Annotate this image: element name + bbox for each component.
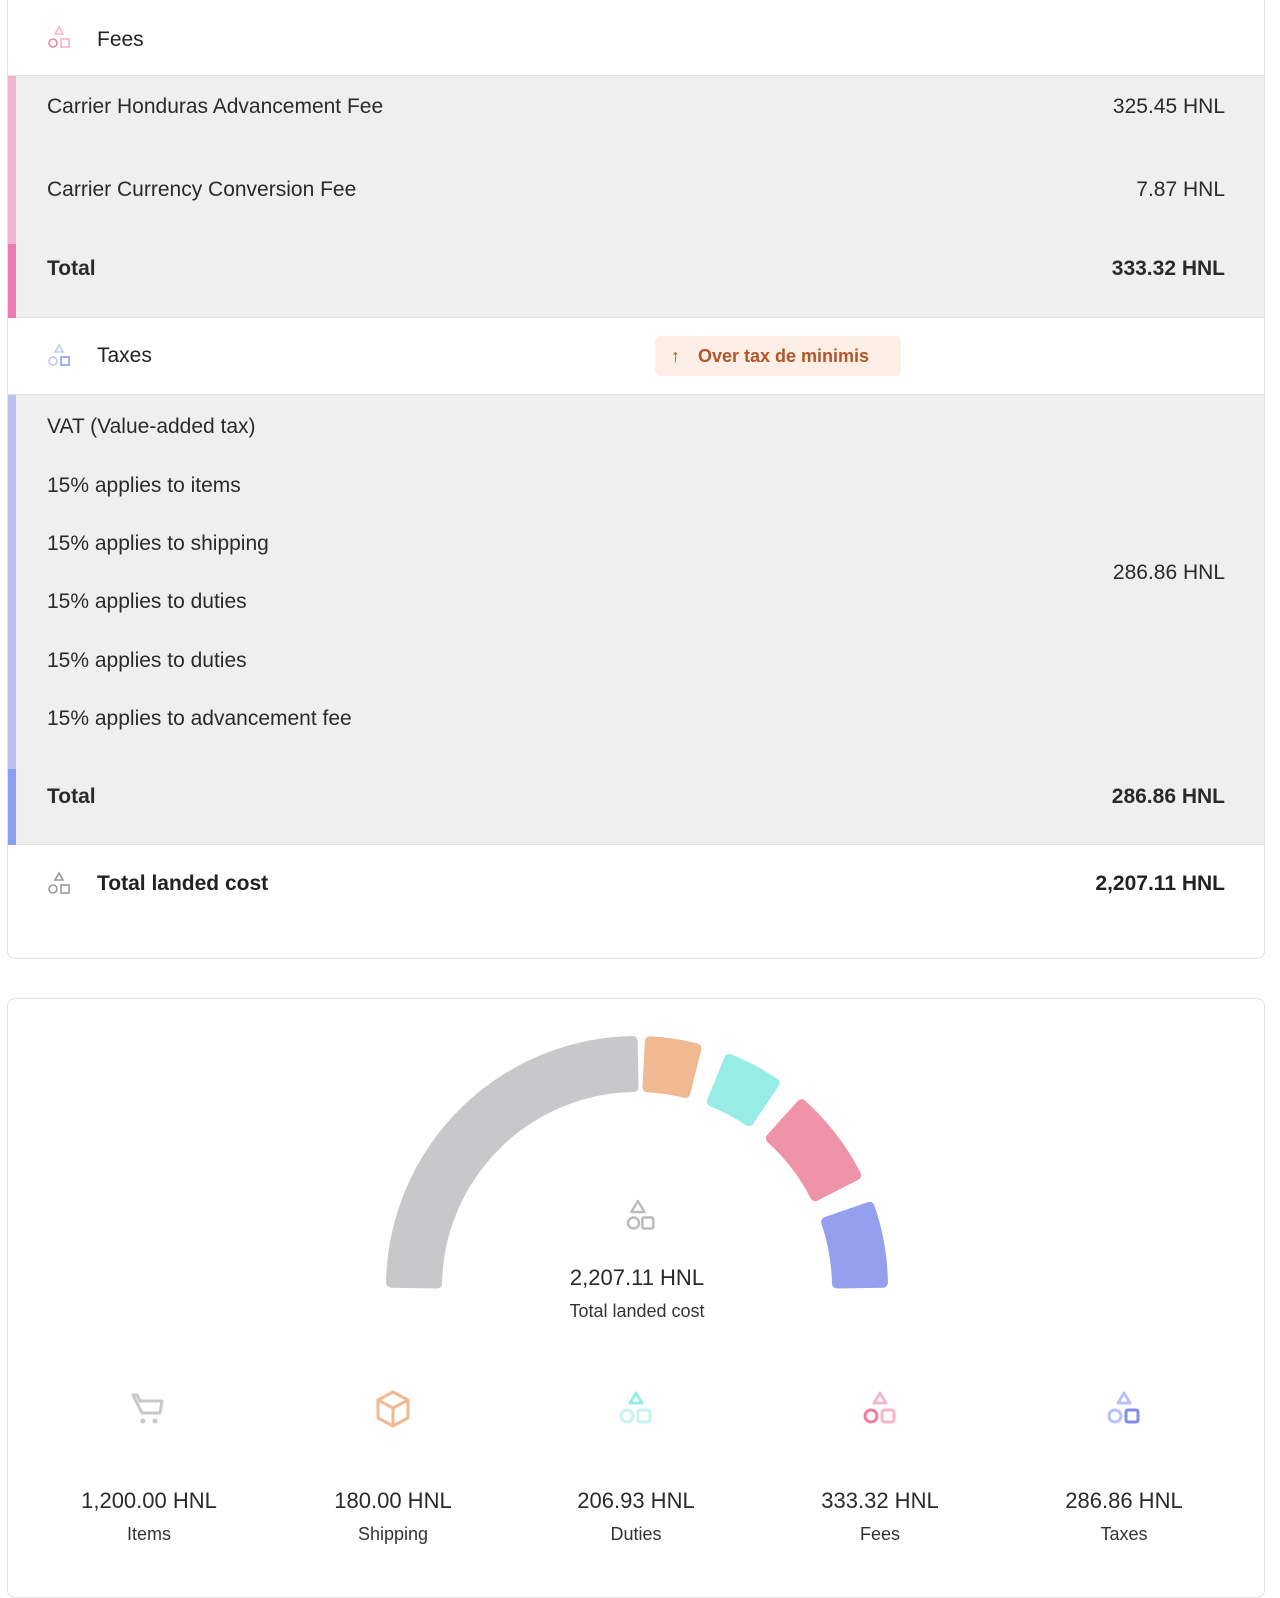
taxes-total-label: Total bbox=[47, 785, 96, 808]
de-minimis-badge: ↑ Over tax de minimis bbox=[655, 336, 901, 376]
stat-taxes: 286.86 HNL Taxes bbox=[1024, 1389, 1224, 1545]
fees-label: Fees bbox=[97, 28, 144, 51]
fees-total-row: Total 333.32 HNL bbox=[47, 257, 1225, 281]
stat-label: Duties bbox=[610, 1524, 662, 1544]
summary-card: 2,207.11 HNL Total landed cost 1,200.00 … bbox=[7, 998, 1265, 1598]
fees-total-bar bbox=[8, 244, 16, 318]
vat-line: 15% applies to duties bbox=[47, 590, 247, 613]
taxes-block: VAT (Value-added tax) 15% applies to ite… bbox=[8, 395, 1264, 845]
badge-text: Over tax de minimis bbox=[698, 345, 870, 366]
vat-amount: 286.86 HNL bbox=[1112, 561, 1225, 584]
vat-title: VAT (Value-added tax) bbox=[47, 415, 256, 438]
landed-cost-label: Total landed cost bbox=[97, 871, 269, 895]
stat-shipping: 180.00 HNL Shipping bbox=[293, 1389, 493, 1545]
stat-amount: 206.93 HNL bbox=[577, 1488, 695, 1513]
fees-block: Carrier Honduras Advancement Fee 325.45 H… bbox=[8, 76, 1264, 318]
fees-total: 333.32 HNL bbox=[1111, 257, 1225, 280]
gauge-total: 2,207.11 HNL bbox=[569, 1265, 705, 1290]
fees-header: Fees bbox=[8, 0, 1264, 76]
fee-name: Carrier Currency Conversion Fee bbox=[47, 178, 357, 201]
cost-breakdown-card: Fees Carrier Honduras Advancement Fee 325… bbox=[7, 0, 1265, 959]
landed-cost-amount: 2,207.11 HNL bbox=[1095, 871, 1225, 895]
fee-amount: 7.87 HNL bbox=[1136, 178, 1225, 201]
vat-line: 15% applies to duties bbox=[47, 649, 247, 672]
box-icon bbox=[376, 1390, 410, 1428]
stat-label: Items bbox=[126, 1524, 171, 1544]
vat-amount-row: 286.86 HNL bbox=[47, 561, 1225, 585]
stat-items: 1,200.00 HNL Items bbox=[49, 1389, 249, 1545]
stat-amount: 333.32 HNL bbox=[821, 1488, 939, 1513]
taxes-label: Taxes bbox=[97, 344, 152, 367]
gauge-segment-taxes bbox=[821, 1201, 888, 1289]
gauge-segment-duties bbox=[706, 1053, 780, 1127]
taxes-total-bar bbox=[8, 769, 16, 845]
stat-label: Shipping bbox=[357, 1524, 429, 1544]
fees-shapes-icon bbox=[48, 24, 70, 48]
gauge-segment-fees bbox=[765, 1099, 862, 1202]
stat-amount: 180.00 HNL bbox=[334, 1488, 452, 1513]
landed-cost-gauge bbox=[386, 1036, 888, 1289]
duties-shapes-icon bbox=[619, 1391, 652, 1424]
shapes-icon bbox=[48, 870, 70, 894]
fees-shapes-icon bbox=[863, 1391, 896, 1424]
landed-cost-row: Total landed cost 2,207.11 HNL bbox=[8, 845, 1264, 922]
taxes-total-row: Total 286.86 HNL bbox=[47, 785, 1225, 809]
taxes-header: Taxes ↑ Over tax de minimis bbox=[8, 318, 1264, 395]
center-shapes-icon bbox=[626, 1199, 655, 1230]
fee-name: Carrier Honduras Advancement Fee bbox=[47, 95, 384, 118]
vat-line: 15% applies to items bbox=[47, 474, 241, 497]
taxes-shapes-icon bbox=[48, 343, 70, 366]
stat-amount: 1,200.00 HNL bbox=[81, 1488, 217, 1513]
taxes-total: 286.86 HNL bbox=[1111, 785, 1225, 808]
gauge-segment-items bbox=[386, 1036, 639, 1289]
fees-total-label: Total bbox=[47, 257, 96, 280]
taxes-bar bbox=[8, 395, 16, 769]
fee-amount: 325.45 HNL bbox=[1112, 95, 1225, 118]
cart-icon bbox=[131, 1393, 164, 1424]
stat-duties: 206.93 HNL Duties bbox=[536, 1389, 736, 1545]
vat-line: 15% applies to advancement fee bbox=[47, 707, 352, 730]
taxes-shapes-icon bbox=[1107, 1391, 1140, 1424]
fee-row: Carrier Honduras Advancement Fee 325.45 H… bbox=[47, 95, 1225, 119]
fee-row: Carrier Currency Conversion Fee 7.87 HNL bbox=[47, 178, 1225, 202]
stat-label: Fees bbox=[859, 1524, 901, 1544]
stat-amount: 286.86 HNL bbox=[1065, 1488, 1183, 1513]
stat-fees: 333.32 HNL Fees bbox=[780, 1389, 980, 1545]
arrow-up-icon: ↑ bbox=[671, 345, 680, 366]
stat-label: Taxes bbox=[1100, 1524, 1148, 1544]
fees-bar bbox=[8, 76, 16, 244]
vat-line: 15% applies to shipping bbox=[47, 532, 269, 555]
gauge-total-label: Total landed cost bbox=[569, 1301, 705, 1321]
gauge-segment-shipping bbox=[642, 1036, 702, 1098]
